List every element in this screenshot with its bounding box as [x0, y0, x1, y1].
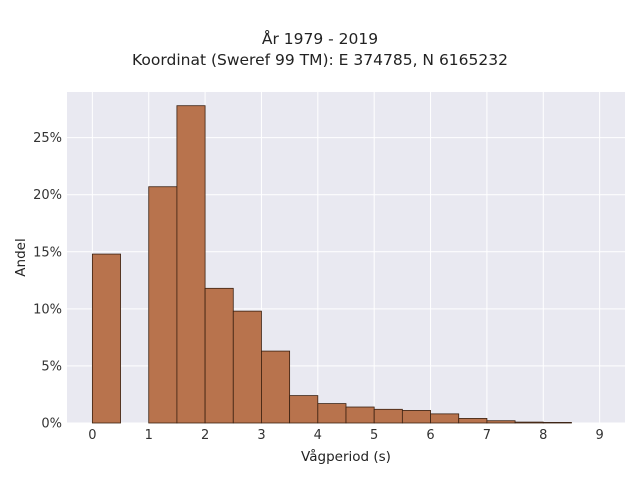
- y-tick-label: 0%: [41, 417, 62, 432]
- histogram-bar-11: [430, 413, 460, 424]
- x-tick-label: 0: [88, 428, 96, 443]
- histogram-bar-8: [345, 406, 375, 424]
- x-tick-label: 9: [595, 428, 603, 443]
- x-tick-label: 3: [257, 428, 265, 443]
- histogram-bar-7: [317, 403, 347, 424]
- histogram-bar-14: [514, 421, 544, 424]
- bars-group: [91, 105, 572, 424]
- y-tick-label: 15%: [33, 245, 62, 260]
- histogram-bar-13: [486, 420, 516, 424]
- histogram-bar-10: [401, 410, 431, 424]
- y-tick-label: 5%: [41, 359, 62, 374]
- x-tick-label: 7: [483, 428, 491, 443]
- y-tick-label: 10%: [33, 302, 62, 317]
- x-tick-label: 4: [314, 428, 322, 443]
- histogram-bar-9: [373, 408, 403, 424]
- histogram-bar-0: [91, 253, 121, 424]
- y-tick-label: 20%: [33, 188, 62, 203]
- x-tick-label: 5: [370, 428, 378, 443]
- histogram-bar-1: [148, 186, 178, 424]
- chart-title: År 1979 - 2019: [261, 30, 379, 48]
- histogram-bar-12: [458, 418, 488, 424]
- histogram-bar-2: [176, 105, 206, 424]
- x-tick-label: 8: [539, 428, 547, 443]
- x-tick-label: 1: [145, 428, 153, 443]
- histogram-bar-15: [542, 422, 572, 424]
- y-tick-label: 25%: [33, 131, 62, 146]
- x-tick-label: 2: [201, 428, 209, 443]
- histogram-bar-3: [204, 287, 234, 424]
- histogram-bar-4: [232, 310, 262, 424]
- histogram-bar-6: [289, 395, 319, 424]
- x-axis-ticks: 0 1 2 3 4 5 6 7 8 9: [88, 428, 604, 443]
- x-tick-label: 6: [426, 428, 434, 443]
- y-axis-label: Andel: [13, 238, 29, 276]
- histogram-bar-5: [261, 350, 291, 424]
- x-axis-label: Vågperiod (s): [301, 448, 391, 465]
- chart-subtitle: Koordinat (Sweref 99 TM): E 374785, N 61…: [132, 51, 508, 69]
- y-axis-ticks: 0% 5% 10% 15% 20% 25%: [33, 131, 62, 431]
